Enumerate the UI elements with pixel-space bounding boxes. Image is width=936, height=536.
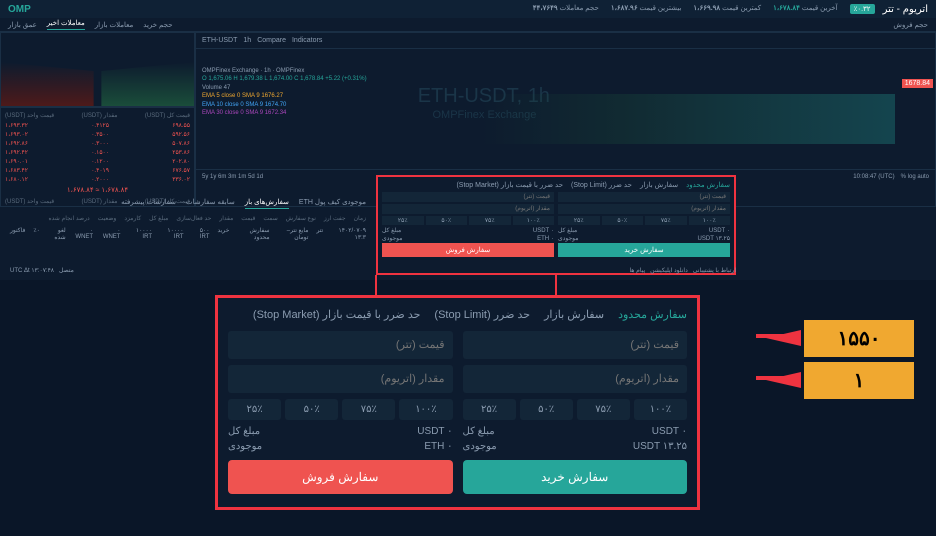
chart-time: 10:08:47 (UTC) [853,174,894,180]
pair-label[interactable]: اتریوم - تتر [883,4,928,15]
pct-button[interactable]: ۱۰۰٪ [513,216,555,225]
small-buy-amount[interactable] [558,204,730,214]
chart-scale[interactable]: % log auto [901,174,929,180]
pct-button[interactable]: ۱۰۰٪ [399,399,452,420]
pct-button[interactable]: ۷۵٪ [645,216,687,225]
orderbook: قیمت کل (USDT)مقدار (USDT)قیمت واحد (USD… [0,107,195,207]
small-buy-price[interactable] [558,192,730,202]
tab-depth[interactable]: عمق بازار [8,21,37,29]
pct-button[interactable]: ۱۰۰٪ [634,399,687,420]
tab-recent[interactable]: معاملات اخیر [47,19,85,30]
btab-open[interactable]: سفارش‌های باز [245,198,289,209]
big-tab-stoplimit[interactable]: حد ضرر (Stop Limit) [434,308,530,321]
chart-indicators[interactable]: Indicators [292,37,322,44]
pct-button[interactable]: ۲۵٪ [463,399,516,420]
pct-button[interactable]: ۵۰٪ [426,216,468,225]
pct-button[interactable]: ۷۵٪ [469,216,511,225]
big-tab-stopmarket[interactable]: حد ضرر با قیمت بازار (Stop Market) [253,308,420,321]
small-sell-price[interactable] [382,192,554,202]
status-msgs[interactable]: پیام ها [629,268,645,274]
small-tab-limit[interactable]: سفارش محدود [686,181,730,189]
pct-button[interactable]: ۲۵٪ [382,216,424,225]
small-sell-btn[interactable]: سفارش فروش [382,243,554,257]
tab-buy-vol[interactable]: حجم خرید [143,21,172,29]
pct-button[interactable]: ۵۰٪ [285,399,338,420]
chart-compare[interactable]: Compare [257,37,286,44]
pct-button[interactable]: ۷۵٪ [577,399,630,420]
btab-advanced[interactable]: سفارشات پیشرفته [121,198,176,209]
pct-button[interactable]: ۲۵٪ [558,216,600,225]
last-price-tag: 1678.84 [902,79,933,88]
brand-logo: OMP [8,4,31,15]
order-panel-small: سفارش محدود سفارش بازار حد ضرر (Stop Lim… [376,175,736,275]
sell-button[interactable]: سفارش فروش [228,460,453,494]
chart-tf[interactable]: 1h [243,37,251,44]
arrow-icon [766,330,801,346]
sell-amount-input[interactable] [228,365,453,393]
small-sell-amount[interactable] [382,204,554,214]
chart-timeframes[interactable]: 5y 1y 6m 3m 1m 5d 1d [202,174,263,180]
callout-price: ۱۵۵۰ [804,320,914,357]
pct-button[interactable]: ۵۰٪ [602,216,644,225]
buy-button[interactable]: سفارش خرید [463,460,688,494]
depth-chart [0,32,195,107]
small-tab-stopmarket[interactable]: حد ضرر با قیمت بازار (Stop Market) [456,181,563,189]
big-tab-market[interactable]: سفارش بازار [544,308,604,321]
buy-price-input[interactable] [463,331,688,359]
btab-wallet[interactable]: موجودی کیف پول ETH [299,198,366,209]
small-tab-stoplimit[interactable]: حد ضرر (Stop Limit) [571,181,632,189]
tab-market[interactable]: معاملات بازار [95,21,134,29]
tab-sell-vol[interactable]: حجم فروش [893,21,928,29]
status-time: ۱۳:۰۷:۴۸ UTC Δt [10,268,54,274]
status-support[interactable]: ارتباط با پشتیبانی [693,268,736,274]
status-download[interactable]: دانلود اپلیکیشن [650,268,688,274]
chart-symbol[interactable]: ETH-USDT [202,37,237,44]
buy-amount-input[interactable] [463,365,688,393]
callout-amount: ۱ [804,362,914,399]
pct-button[interactable]: ۷۵٪ [342,399,395,420]
order-panel-enlarged: سفارش محدود سفارش بازار حد ضرر (Stop Lim… [215,295,700,510]
big-tab-limit[interactable]: سفارش محدود [618,308,687,321]
market-stats: حجم معاملات ۴۴،۷۶۴۹ بیشترین قیمت ۱،۶۸۷.۹… [533,4,875,14]
small-tab-market[interactable]: سفارش بازار [640,181,678,189]
pct-button[interactable]: ۱۰۰٪ [689,216,731,225]
small-buy-btn[interactable]: سفارش خرید [558,243,730,257]
sell-price-input[interactable] [228,331,453,359]
pct-button[interactable]: ۵۰٪ [520,399,573,420]
status-connected: متصل [59,268,74,274]
btab-history[interactable]: سابقه سفارشات [186,198,235,209]
arrow-icon [766,372,801,388]
pct-button[interactable]: ۲۵٪ [228,399,281,420]
